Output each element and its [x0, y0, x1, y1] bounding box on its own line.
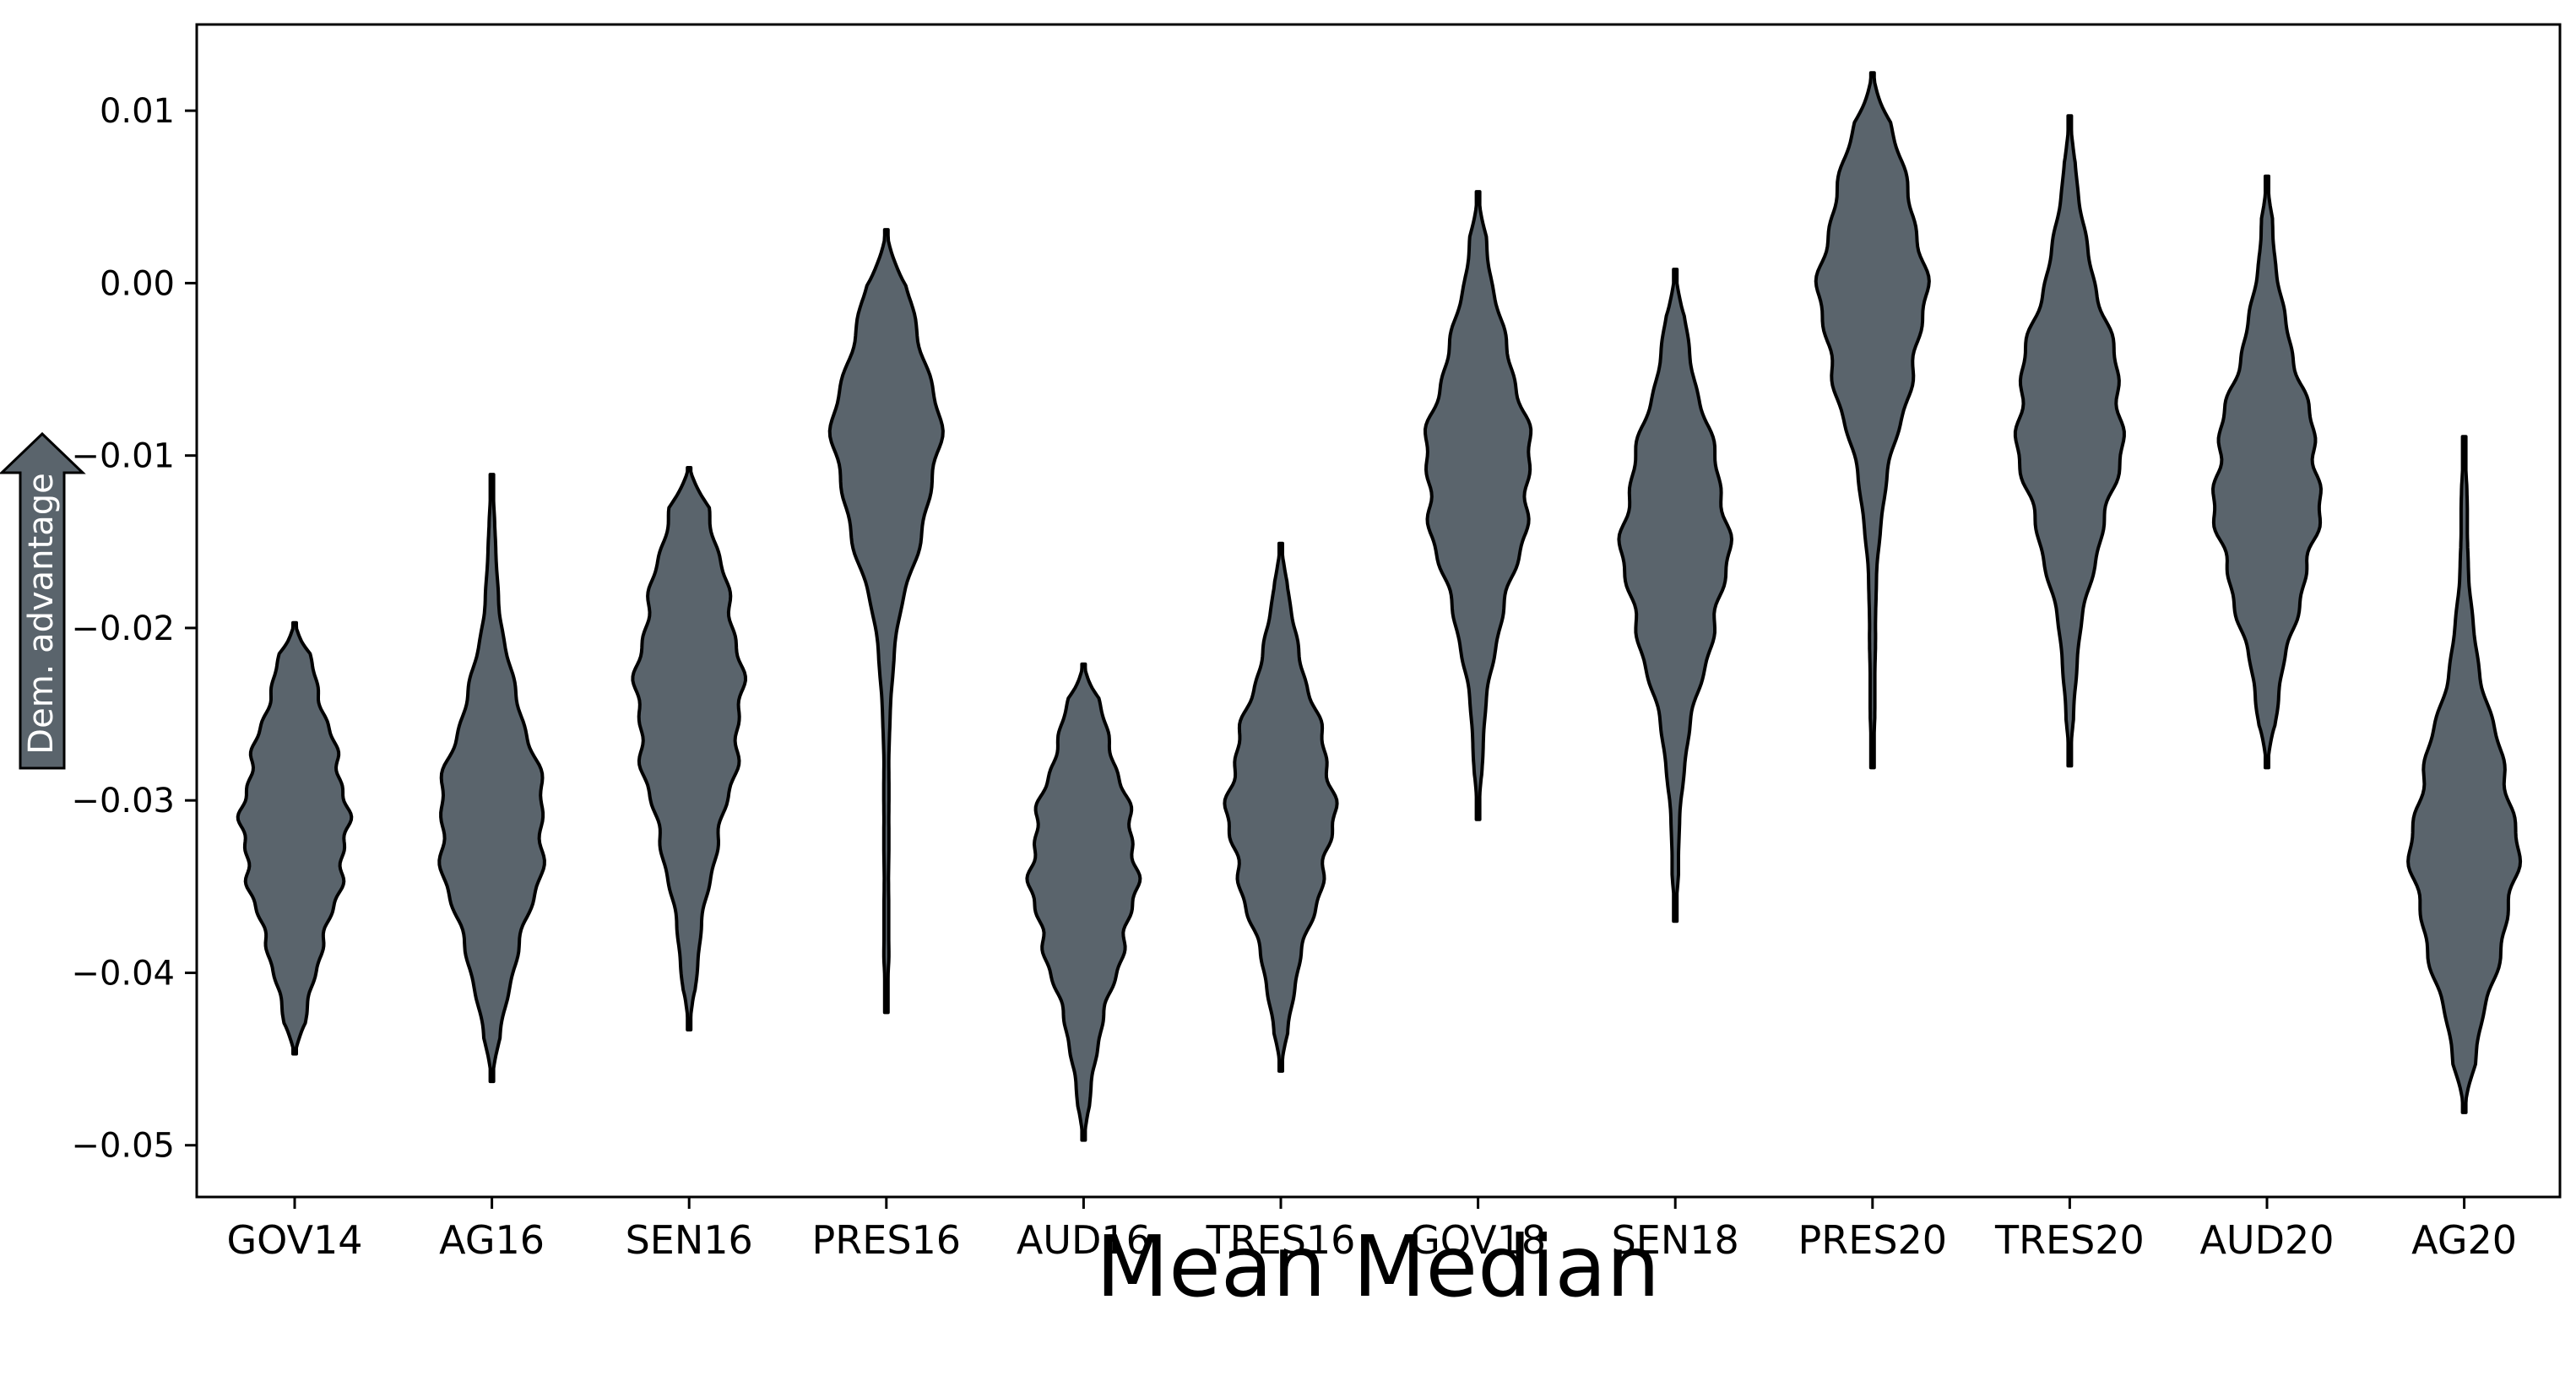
x-tick-label: AG16 [439, 1217, 545, 1263]
violin-ag16 [437, 473, 546, 1084]
x-tick-label: AG20 [2411, 1217, 2517, 1263]
y-tick-label: −0.04 [71, 954, 175, 993]
violin-ag20 [2406, 435, 2523, 1114]
x-tick-label: SEN18 [1612, 1217, 1739, 1263]
plot-frame [195, 23, 2562, 1199]
x-tick-label: TRES16 [1206, 1217, 1356, 1263]
y-tick-label: −0.03 [71, 782, 175, 820]
x-tick-label: PRES20 [1798, 1217, 1948, 1263]
violin-sen16 [631, 466, 747, 1032]
x-tick-label: GOV18 [1410, 1217, 1546, 1263]
violin-pres20 [1814, 71, 1931, 770]
x-axis-label: Mean Median [1096, 1217, 1660, 1316]
x-tick-label: PRES16 [812, 1217, 962, 1263]
violin-pres16 [827, 228, 945, 1015]
x-tick-label: TRES20 [1994, 1217, 2145, 1263]
x-tick-label: AUD20 [2199, 1217, 2334, 1263]
x-tick-label: GOV14 [226, 1217, 362, 1263]
y-tick-label: −0.02 [71, 609, 175, 648]
violin-gov14 [236, 620, 354, 1056]
violin-gov18 [1424, 190, 1533, 821]
y-tick-label: 0.01 [100, 92, 175, 131]
violin-sen18 [1617, 268, 1733, 923]
x-tick-label: AUD16 [1017, 1217, 1151, 1263]
x-axis: GOV14 AG16 SEN16 PRES16 AUD16 TRES16 GOV18 SEN1… [226, 1197, 2517, 1263]
x-tick-label: SEN16 [626, 1217, 753, 1263]
y-tick-label: 0.00 [100, 264, 175, 303]
y-tick-label: −0.05 [71, 1127, 175, 1166]
violin-series [236, 71, 2523, 1142]
violin-tres16 [1223, 541, 1339, 1073]
y-tick-label: −0.01 [71, 437, 175, 476]
y-axis-label: Dem. advantage [22, 473, 61, 754]
violin-tres20 [2013, 114, 2126, 768]
violin-aud16 [1025, 662, 1142, 1142]
y-axis-arrow: Dem. advantage [0, 431, 86, 770]
arrow-up-icon [0, 431, 86, 770]
violin-aud20 [2211, 174, 2323, 770]
y-axis: 0.01 0.00 −0.01 −0.02 −0.03 −0.04 −0.05 [71, 92, 197, 1166]
